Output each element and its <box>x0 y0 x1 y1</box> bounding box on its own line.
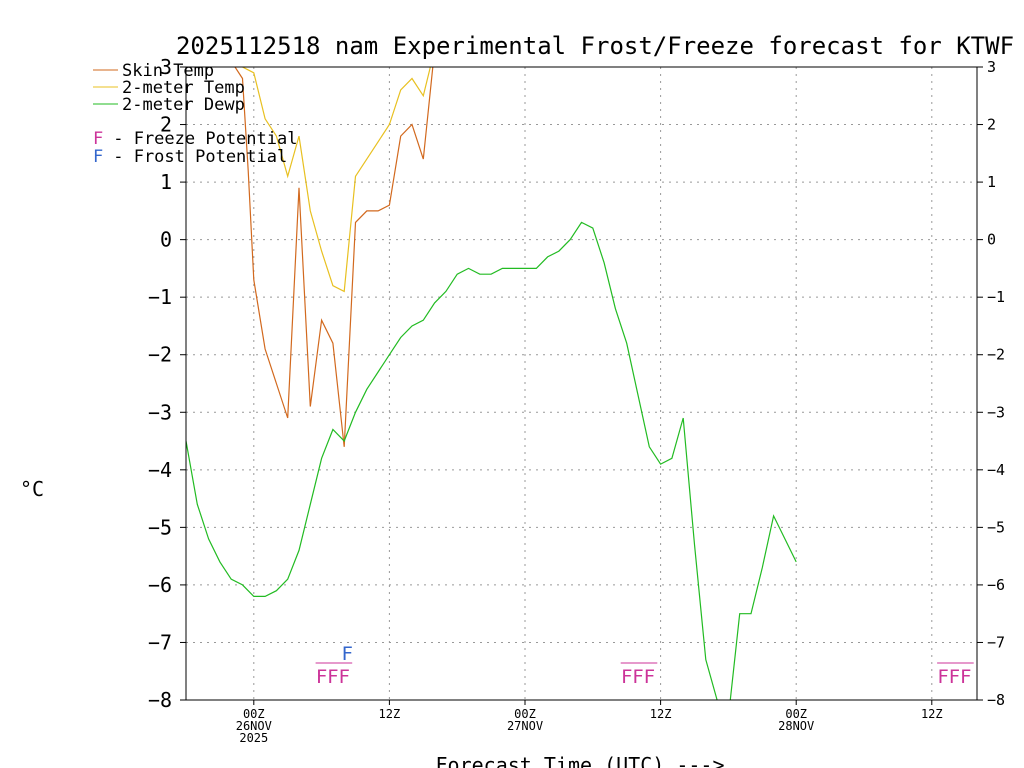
xtick-date-4: 28NOV <box>778 719 814 733</box>
ytick-right-label-0: 0 <box>987 231 996 249</box>
ytick-left-label-8: −8 <box>148 688 172 712</box>
xtick-hour-2: 00Z <box>514 707 536 721</box>
legend-label-2m-dewp: 2-meter Dewp <box>122 95 245 115</box>
freeze-marker-31: F <box>327 666 338 688</box>
y-axis-label: °C <box>20 477 44 501</box>
ytick-left-label-6: −6 <box>148 573 172 597</box>
freeze-marker-87: F <box>960 666 971 688</box>
ytick-left-label-7: −7 <box>148 630 172 654</box>
xtick-hour-5: 12Z <box>921 707 943 721</box>
y-axis-left: −8 −7 −6 −5 −4 −3 −2 −1 0 1 2 3 <box>148 55 186 712</box>
frost-marker-32: F <box>341 643 352 665</box>
series-line-2-meter-dewp <box>186 221 797 700</box>
series-line-2-meter-temp <box>241 67 431 293</box>
xtick-hour-1: 12Z <box>379 707 401 721</box>
freeze-marker-59: F <box>644 666 655 688</box>
ytick-right-label-8: −8 <box>987 691 1005 709</box>
freeze-marker-57: F <box>621 666 632 688</box>
frost-freeze-markers: F F F F F F F F FF <box>315 643 974 688</box>
legend-frost-symbol: F <box>93 147 103 167</box>
ytick-right-label-5: −5 <box>987 518 1005 536</box>
freeze-marker-85: F <box>937 666 948 688</box>
freeze-marker-58: F <box>632 666 643 688</box>
legend-label-skin-temp: Skin Temp <box>122 61 214 81</box>
ytick-left-label-2: −2 <box>148 343 172 367</box>
xtick-date-0: 26NOV <box>236 719 272 733</box>
legend-label-2m-temp: 2-meter Temp <box>122 78 245 98</box>
xtick-hour-0: 00Z <box>243 707 265 721</box>
plot-frame <box>185 66 978 701</box>
ytick-left-label-5: −5 <box>148 515 172 539</box>
ytick-right-label-6: −6 <box>987 576 1005 594</box>
legend: Skin Temp 2-meter Temp 2-meter Dewp F - … <box>93 61 297 167</box>
ytick-left-label-3: −3 <box>148 400 172 424</box>
y-axis-right: −8 −7 −6 −5 −4 −3 −2 −1 0 1 2 3 <box>977 58 1005 709</box>
freeze-marker-30: F <box>316 666 327 688</box>
x-axis-label: Forecast Time (UTC) ---> <box>436 753 725 768</box>
ytick-left-label-0: 0 <box>160 228 172 252</box>
ytick-right-label-1: −1 <box>987 288 1005 306</box>
grid-lines <box>186 67 977 700</box>
ytick-left-label-4: −4 <box>148 458 172 482</box>
ytick-left-label-3: 3 <box>160 55 172 79</box>
chart-title: 2025112518 nam Experimental Frost/Freeze… <box>176 32 1014 60</box>
ytick-right-label-4: −4 <box>987 461 1005 479</box>
series-lines <box>186 67 797 700</box>
ytick-right-label-2: −2 <box>987 346 1005 364</box>
ytick-right-label-3: 3 <box>987 58 996 76</box>
legend-freeze-text: - Freeze Potential <box>103 129 297 149</box>
ytick-left-label-1: 1 <box>160 170 172 194</box>
ytick-left-label-2: 2 <box>160 113 172 137</box>
xtick-year-0: 2025 <box>239 731 268 745</box>
series-line-skin-temp <box>234 67 434 447</box>
legend-frost-text: - Frost Potential <box>103 147 287 167</box>
xtick-hour-4: 00Z <box>785 707 807 721</box>
ytick-right-label-2: 2 <box>987 116 996 134</box>
ytick-right-label-1: 1 <box>987 173 996 191</box>
freeze-marker-86: F <box>949 666 960 688</box>
ytick-right-label-7: −7 <box>987 633 1005 651</box>
xtick-date-2: 27NOV <box>507 719 543 733</box>
ytick-left-label-1: −1 <box>148 285 172 309</box>
legend-freeze-symbol: F <box>93 129 103 149</box>
ytick-right-label-3: −3 <box>987 403 1005 421</box>
freeze-marker-32: F <box>338 666 349 688</box>
xtick-hour-3: 12Z <box>650 707 672 721</box>
